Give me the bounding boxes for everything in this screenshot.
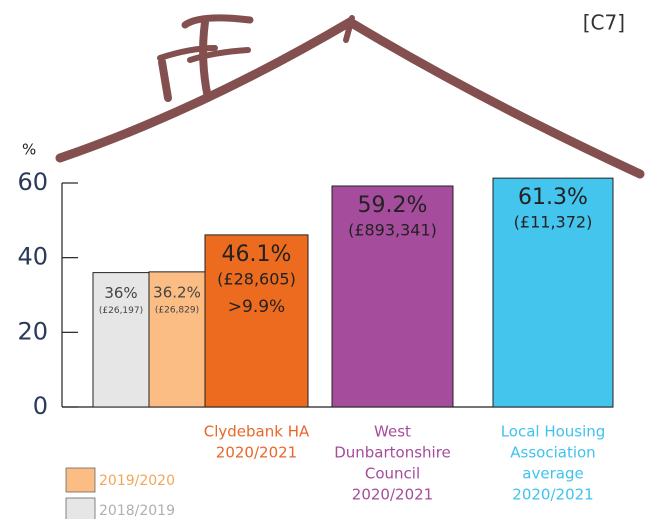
- y-tick-label: 60: [17, 168, 48, 196]
- category-label: Clydebank HA: [204, 423, 310, 441]
- legend-swatch: [65, 497, 96, 519]
- value-label: 36%: [104, 284, 137, 302]
- bar: [331, 185, 454, 408]
- y-tick-label: 0: [33, 392, 48, 420]
- value-label: 59.2%: [358, 193, 428, 218]
- category-label: 2020/2021: [512, 486, 593, 504]
- y-axis-label: %: [22, 141, 36, 159]
- annotation: [C7]: [583, 11, 625, 35]
- amount-label: (£26,829): [155, 305, 199, 315]
- roof: [55, 14, 645, 179]
- bar: [204, 234, 309, 408]
- amount-label: (£893,341): [348, 220, 437, 239]
- value-label: 61.3%: [518, 185, 588, 210]
- legend-label: 2018/2019: [99, 503, 175, 519]
- amount-label: (£28,605): [217, 269, 296, 288]
- y-tick-label: 20: [17, 317, 48, 345]
- category-label: Dunbartonshire: [334, 444, 451, 462]
- bar: [92, 272, 150, 408]
- legend-label: 2019/2020: [99, 473, 175, 489]
- category-label: average: [522, 465, 583, 483]
- value-label: 46.1%: [222, 242, 292, 267]
- y-tick-label: 40: [17, 243, 48, 271]
- value-label: 36.2%: [153, 283, 201, 301]
- bar: [492, 177, 614, 408]
- category-label: Association: [510, 444, 595, 462]
- amount-label: (£26,197): [99, 306, 143, 316]
- legend-swatch: [65, 467, 96, 493]
- category-label: 2020/2021: [216, 444, 297, 462]
- category-label: 2020/2021: [352, 486, 433, 504]
- category-label: Local Housing: [501, 423, 606, 441]
- amount-label: (£11,372): [514, 213, 593, 232]
- category-label: West: [374, 423, 411, 441]
- category-label: Council: [365, 465, 420, 483]
- note-label: >9.9%: [228, 297, 285, 317]
